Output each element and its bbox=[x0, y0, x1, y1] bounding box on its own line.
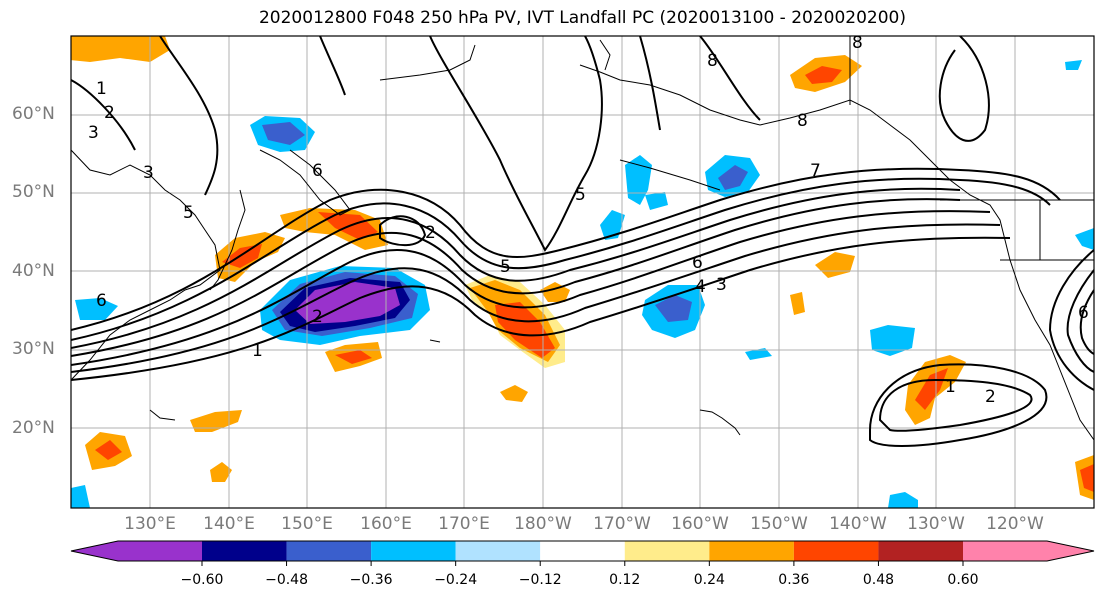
colorbar-tick-label: −0.60 bbox=[180, 572, 224, 588]
colorbar-tick-label: −0.36 bbox=[349, 572, 393, 588]
contour-label: 2 bbox=[104, 103, 115, 123]
lat-label-40: 40°N bbox=[12, 261, 55, 281]
colorbar-tick-label: 0.12 bbox=[609, 572, 641, 588]
colorbar-cell bbox=[963, 541, 1094, 561]
colorbar-cell bbox=[624, 541, 710, 561]
colorbar-tick-label: 0.48 bbox=[862, 572, 895, 588]
colorbar-outline bbox=[70, 540, 1095, 562]
lon-label: 180°W bbox=[514, 514, 572, 534]
colorbar-tick-label: −0.24 bbox=[434, 572, 478, 588]
contour-label: 6 bbox=[312, 161, 323, 181]
contour-label: 6 bbox=[1078, 303, 1089, 323]
colorbar bbox=[70, 540, 1095, 566]
contour-label: 5 bbox=[183, 203, 194, 223]
colorbar-cell bbox=[455, 541, 541, 561]
lon-label: 170°W bbox=[593, 514, 651, 534]
contour-label: 6 bbox=[96, 291, 107, 311]
colorbar-cell bbox=[202, 541, 287, 561]
colorbar-tick-label: 0.60 bbox=[947, 572, 979, 588]
colorbar-tick-label: 0.36 bbox=[778, 572, 810, 588]
contour-label: 8 bbox=[852, 33, 863, 53]
contour-labels: 1 2 3 3 5 6 6 2 2 1 5 5 6 4 3 7 8 8 8 1 … bbox=[88, 33, 1089, 407]
lon-label: 120°W bbox=[986, 514, 1044, 534]
contour-label: 5 bbox=[575, 185, 586, 205]
lon-label: 140°W bbox=[829, 514, 887, 534]
lat-label-50: 50°N bbox=[12, 182, 55, 202]
lon-label: 160°E bbox=[360, 514, 412, 534]
colorbar-cell bbox=[878, 541, 963, 561]
lon-label: 170°E bbox=[438, 514, 490, 534]
colorbar-cell bbox=[540, 541, 625, 561]
lat-label-20: 20°N bbox=[12, 418, 55, 438]
colorbar-cell bbox=[793, 541, 879, 561]
lon-label: 150°W bbox=[750, 514, 808, 534]
lon-label: 130°E bbox=[124, 514, 176, 534]
contour-label: 6 bbox=[692, 253, 703, 273]
contour-label: 2 bbox=[985, 387, 996, 407]
lon-label: 130°W bbox=[907, 514, 965, 534]
contour-label: 3 bbox=[143, 163, 154, 183]
colorbar-cell bbox=[286, 541, 372, 561]
lat-label-60: 60°N bbox=[12, 104, 55, 124]
contour-label: 2 bbox=[425, 223, 436, 243]
contour-label: 8 bbox=[707, 51, 718, 71]
coastlines bbox=[71, 36, 1094, 441]
contours bbox=[71, 36, 1094, 447]
contour-label: 2 bbox=[312, 307, 323, 327]
contour-label: 3 bbox=[88, 123, 99, 143]
contour-label: 1 bbox=[96, 79, 107, 99]
contour-label: 4 bbox=[695, 277, 706, 297]
lon-label: 160°W bbox=[671, 514, 729, 534]
map-title: 2020012800 F048 250 hPa PV, IVT Landfall… bbox=[258, 8, 906, 28]
lon-label: 140°E bbox=[203, 514, 255, 534]
colorbar-tick-label: −0.12 bbox=[518, 572, 562, 588]
colorbar-cell bbox=[709, 541, 794, 561]
contour-label: 1 bbox=[945, 377, 956, 397]
colorbar-cell bbox=[371, 541, 456, 561]
colorbar-cell bbox=[71, 541, 202, 561]
map-frame bbox=[70, 35, 1095, 509]
contour-label: 3 bbox=[716, 275, 727, 295]
lon-label: 150°E bbox=[281, 514, 333, 534]
contour-label: 5 bbox=[500, 257, 511, 277]
contour-label: 1 bbox=[252, 341, 263, 361]
colorbar-tick-label: −0.48 bbox=[265, 572, 308, 588]
lat-label-30: 30°N bbox=[12, 339, 55, 359]
contour-label: 7 bbox=[810, 161, 821, 181]
contour-label: 8 bbox=[797, 111, 808, 131]
colorbar-tick-label: 0.24 bbox=[693, 572, 725, 588]
